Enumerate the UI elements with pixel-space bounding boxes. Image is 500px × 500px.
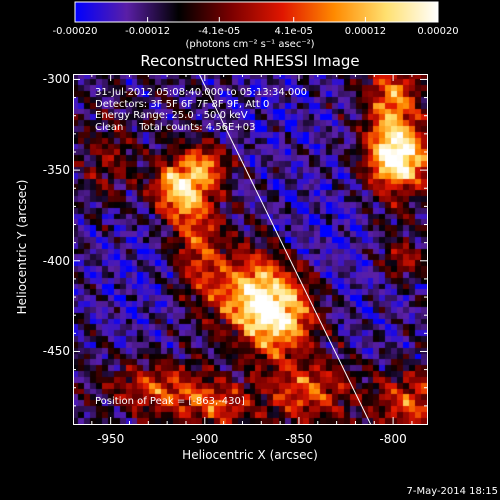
axis-tick-marks [73, 74, 427, 424]
colorbar-units: (photons cm⁻² s⁻¹ asec⁻²) [185, 39, 315, 50]
x-tick-label: -800 [379, 432, 407, 446]
colorbar-tick-label: 0.00020 [417, 26, 459, 37]
y-tick-label: -400 [42, 253, 70, 268]
x-tick-label: -900 [191, 432, 219, 446]
colorbar-tick-label: 4.1e-05 [274, 26, 313, 37]
annotation-block: 31-Jul-2012 05:08:40.000 to 05:13:34.000… [95, 87, 307, 133]
x-axis-label: Heliocentric X (arcsec) [182, 448, 318, 462]
y-axis-label: Heliocentric Y (arcsec) [15, 179, 29, 315]
energy-range-text: Energy Range: 25.0 - 50.0 keV [95, 110, 248, 121]
colorbar-tick-marks [74, 17, 439, 22]
heatmap-image [73, 74, 427, 424]
x-tick-label: -850 [285, 432, 313, 446]
solar-limb-line [198, 73, 371, 425]
y-tick-label: -450 [42, 344, 70, 359]
clean-counts-text: Clean Total counts: 4.56E+03 [95, 121, 256, 133]
time-range-text: 31-Jul-2012 05:08:40.000 to 05:13:34.000 [95, 87, 307, 98]
plot-border [73, 74, 428, 425]
peak-position-text: Position of Peak = [-863,-430] [95, 396, 245, 407]
colorbar-tick-label: -0.00012 [125, 26, 171, 37]
plot-date: 7-May-2014 18:15 [406, 486, 498, 497]
detectors-text: Detectors: 3F 5F 6F 7F 8F 9F, Att 0 [95, 98, 270, 110]
y-tick-label: -350 [42, 163, 70, 178]
y-tick-label: -300 [42, 72, 70, 87]
colorbar-tick-label: -4.1e-05 [198, 26, 241, 37]
chart-title: Reconstructed RHESSI Image [140, 52, 360, 70]
colorbar-tick-label: -0.00020 [52, 26, 98, 37]
x-tick-label: -950 [97, 432, 125, 446]
colorbar [74, 1, 439, 23]
colorbar-tick-label: 0.00012 [344, 26, 387, 37]
colorbar-gradient [74, 1, 439, 23]
